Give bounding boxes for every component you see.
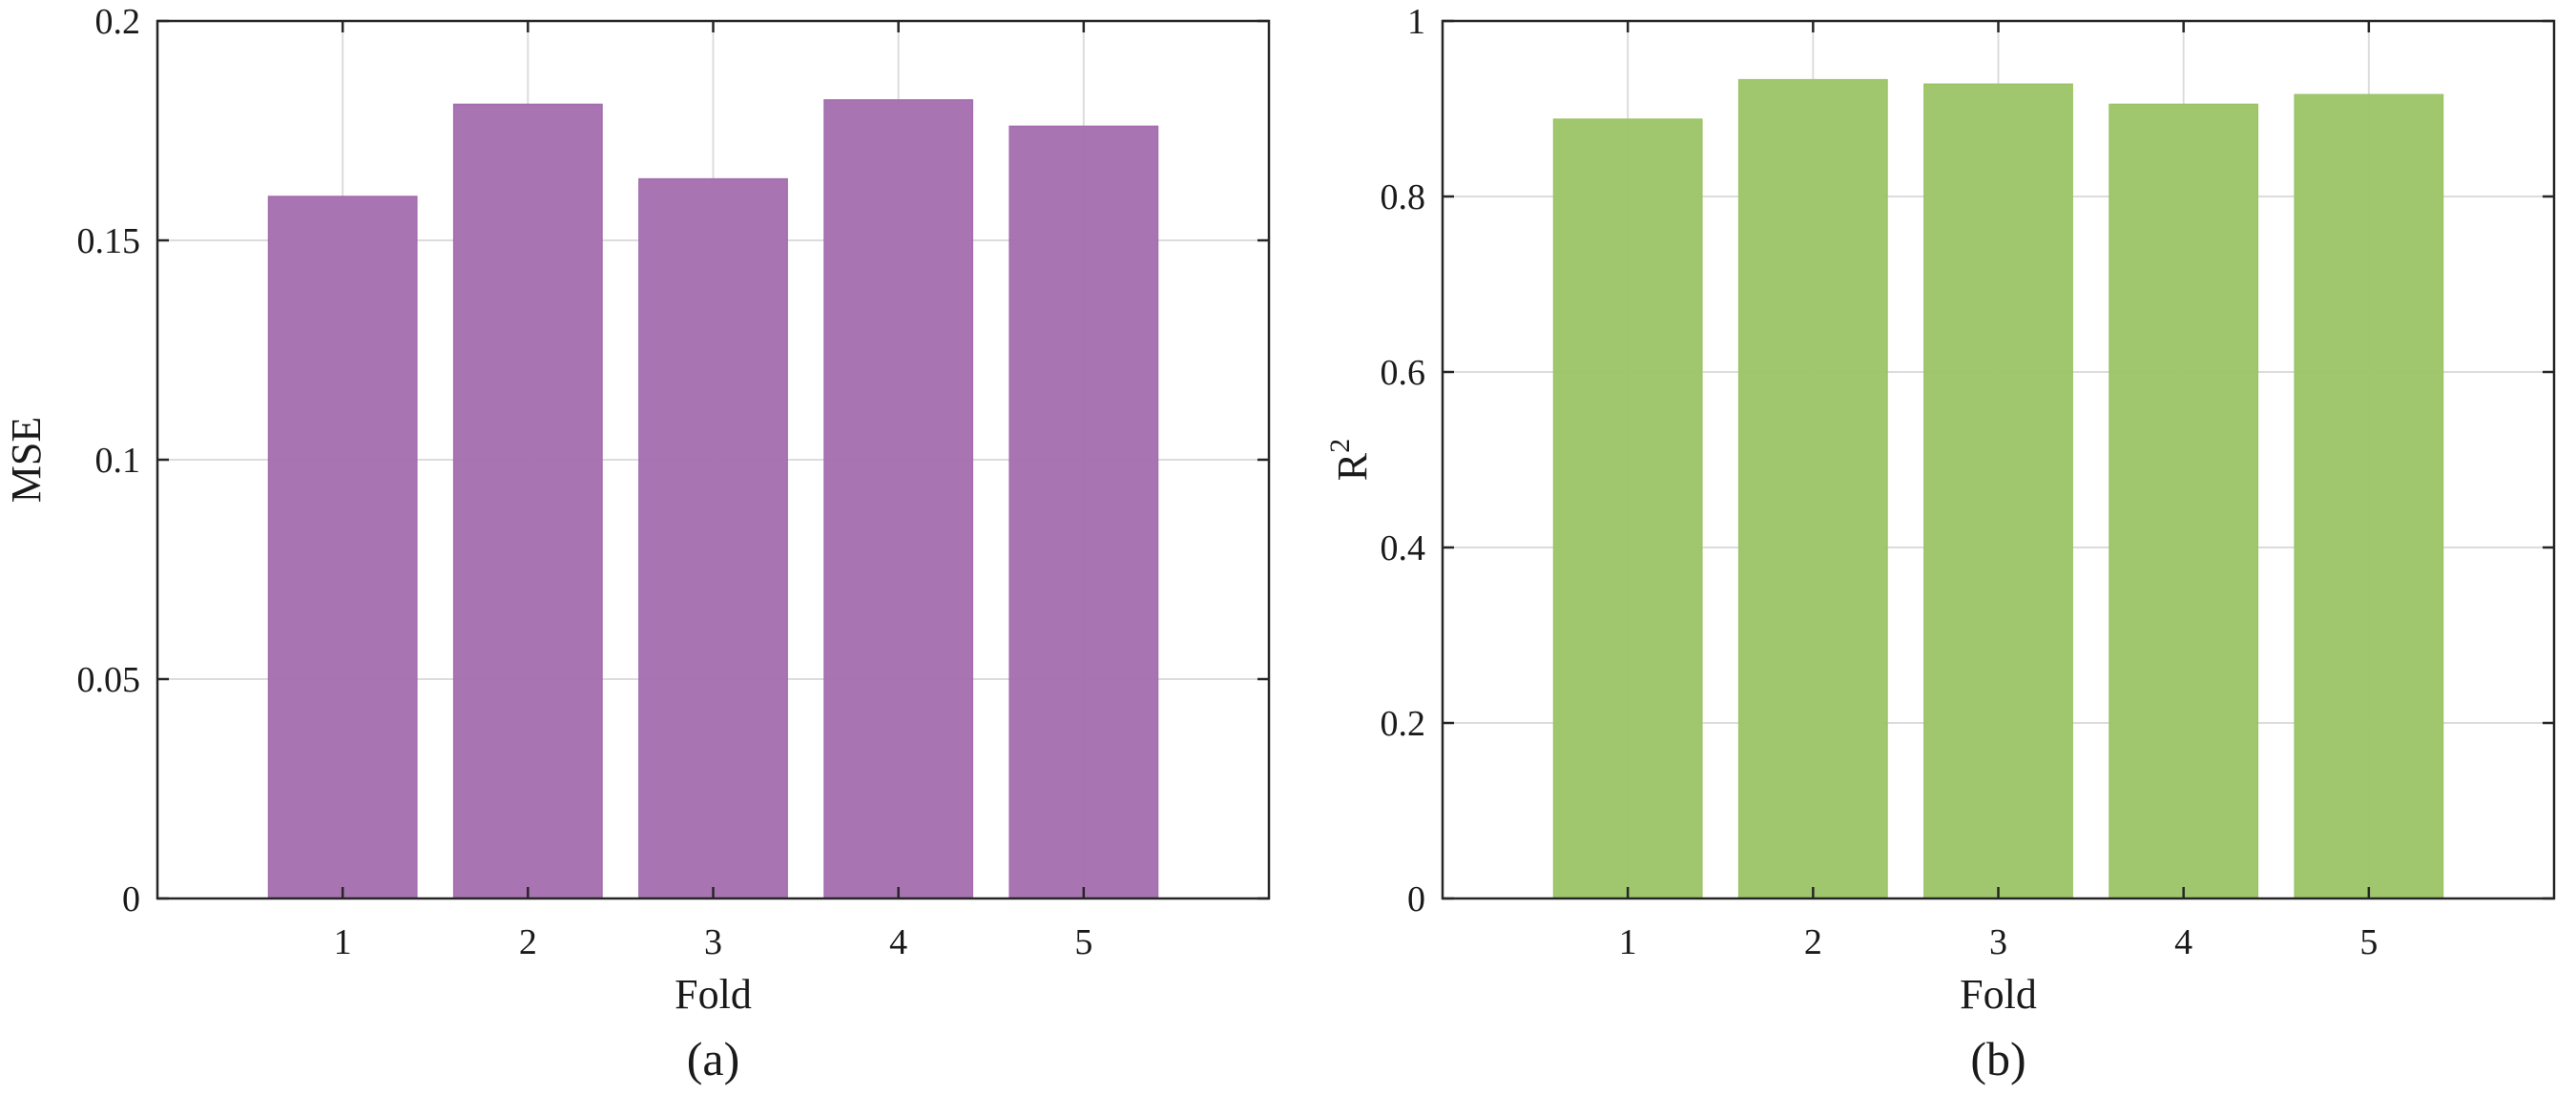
y-tick-label-b-3: 0.6 (1381, 353, 1426, 393)
bar-b-fold-3 (1923, 83, 2073, 899)
y-axis-label-text-a: MSE (3, 417, 50, 503)
x-tick-label-b-0: 1 (1619, 922, 1637, 962)
x-tick-label-a-3: 4 (889, 922, 907, 962)
bar-a-fold-1 (267, 196, 418, 899)
bar-a-fold-5 (1008, 125, 1159, 899)
x-tick-label-a-1: 2 (519, 922, 537, 962)
bar-a-fold-4 (823, 99, 974, 899)
y-tick-label-b-5: 1 (1407, 2, 1425, 42)
y-axis-label-b: R2 (1324, 439, 1376, 481)
bar-a-fold-3 (638, 177, 788, 899)
x-tick-label-a-0: 1 (334, 922, 352, 962)
chart-panel-a: 0 0.05 0.1 0.15 0.2 1 2 3 4 5 Fold MSE (a) (3, 2, 1271, 1085)
x-tick-label-b-1: 2 (1804, 922, 1822, 962)
y-tick-label-b-1: 0.2 (1381, 704, 1426, 744)
y-tick-label-a-0: 0 (122, 879, 140, 919)
x-axis-label-a: Fold (675, 971, 752, 1018)
bar-b-fold-1 (1552, 118, 1703, 899)
y-tick-label-a-3: 0.15 (77, 221, 141, 261)
y-tick-label-a-2: 0.1 (95, 441, 141, 481)
x-tick-label-a-2: 3 (704, 922, 722, 962)
x-tick-label-b-4: 5 (2359, 922, 2378, 962)
y-tick-label-b-2: 0.4 (1381, 528, 1426, 568)
panel-label-a: (a) (687, 1032, 740, 1085)
y-axis-label-a: MSE (3, 417, 50, 503)
y-tick-label-b-0: 0 (1407, 879, 1425, 919)
x-tick-label-b-3: 4 (2174, 922, 2192, 962)
bar-b-fold-5 (2294, 93, 2444, 899)
y-tick-label-b-4: 0.8 (1381, 177, 1426, 217)
bar-b-fold-4 (2109, 103, 2259, 899)
x-tick-label-a-4: 5 (1074, 922, 1092, 962)
y-tick-label-a-1: 0.05 (77, 660, 141, 700)
y-axis-label-text-b: R (1329, 452, 1376, 481)
x-axis-label-b: Fold (1960, 971, 2037, 1018)
bar-b-fold-2 (1737, 78, 1888, 899)
panel-label-b: (b) (1970, 1032, 2025, 1085)
y-axis-label-superscript-b: 2 (1324, 439, 1356, 453)
x-tick-label-b-2: 3 (1989, 922, 2007, 962)
y-tick-label-a-4: 0.2 (95, 2, 141, 42)
bar-a-fold-2 (452, 103, 603, 899)
